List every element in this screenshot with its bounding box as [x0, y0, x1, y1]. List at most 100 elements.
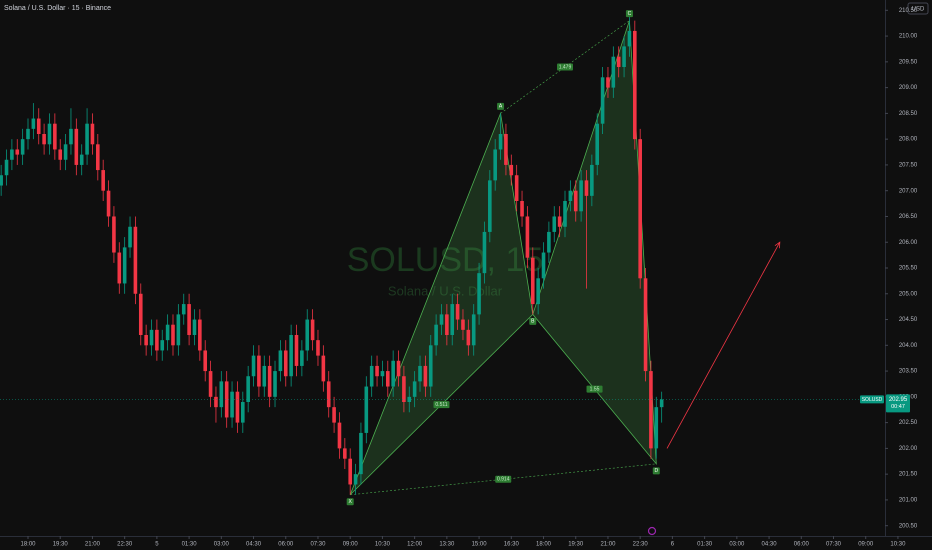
candle-body — [498, 134, 503, 150]
candle-body — [214, 396, 218, 408]
header: Solana / U.S. Dollar · 15 · Binance — [4, 5, 111, 12]
candle-body — [504, 134, 508, 165]
y-tick-label: 207.00 — [899, 188, 918, 194]
candle-body — [563, 201, 567, 227]
ratio-label: 0.511 — [435, 402, 447, 408]
candle-body — [584, 180, 589, 196]
y-tick-label: 209.50 — [899, 59, 918, 65]
x-tick-label: 06:00 — [278, 542, 294, 548]
x-tick-label: 18:00 — [20, 542, 36, 548]
watermark-name: Solana / U.S. Dollar — [388, 283, 503, 298]
symbol-tag-label: SOLUSD — [862, 397, 883, 403]
candle-body — [278, 350, 283, 372]
currency-label[interactable]: USD — [912, 7, 925, 13]
ratio-box — [433, 401, 450, 409]
y-tick-label: 201.50 — [899, 472, 918, 478]
candle-body — [53, 123, 57, 150]
ratio-label: 1.55 — [590, 386, 600, 392]
candle-body — [310, 319, 315, 341]
candle-body — [488, 180, 492, 232]
candle-body — [530, 257, 535, 305]
candle-body — [622, 46, 626, 67]
candle-body — [273, 371, 277, 397]
candle-body — [466, 329, 471, 346]
candle-body — [155, 329, 159, 351]
candle-body — [74, 128, 79, 165]
candle-body — [316, 340, 320, 356]
candle-body — [525, 216, 530, 258]
arrow-head — [774, 241, 781, 249]
candle-body — [122, 247, 127, 284]
pattern-point-label: C — [628, 11, 632, 17]
candle-body — [573, 190, 578, 212]
pattern-point — [529, 317, 537, 325]
candle-body — [187, 304, 191, 335]
candle-body — [423, 365, 428, 387]
candle-body — [541, 252, 546, 279]
candle-body — [385, 371, 390, 387]
candle-body — [300, 350, 304, 366]
candle-body — [337, 422, 342, 449]
candle-body — [101, 170, 105, 191]
candle-body — [649, 371, 653, 449]
pattern-point-label: B — [531, 319, 535, 325]
candle-body — [192, 319, 197, 335]
candle-body — [364, 386, 369, 433]
x-tick-label: 16:30 — [504, 542, 520, 548]
candle-body — [439, 314, 444, 325]
replay-icon[interactable] — [647, 526, 657, 536]
candle-body — [391, 360, 395, 387]
pattern-point-label: A — [499, 104, 503, 110]
x-tick-label: 07:30 — [310, 542, 326, 548]
y-tick-label: 206.50 — [899, 214, 918, 220]
candle-body — [289, 335, 293, 377]
candle-body — [627, 30, 632, 47]
ratio-box — [495, 475, 512, 483]
candle-body — [520, 201, 524, 217]
candle-body — [171, 324, 175, 346]
y-tick-label: 200.50 — [899, 523, 918, 529]
candle-body — [235, 391, 240, 423]
candle-body — [69, 128, 73, 145]
candle-body — [659, 399, 664, 408]
candle-body — [294, 335, 299, 366]
candle-body — [208, 371, 213, 397]
candle-body — [203, 350, 208, 372]
ratio-box — [557, 63, 573, 71]
candle-body — [552, 216, 557, 232]
candle-body — [198, 319, 202, 351]
candle-body — [606, 77, 610, 88]
candle-body — [257, 355, 261, 387]
candle-body — [611, 56, 616, 88]
x-tick-label: 07:30 — [826, 542, 842, 548]
x-tick-label: 03:00 — [729, 542, 745, 548]
watermark-symbol: SOLUSD, 15 — [347, 241, 544, 279]
x-tick-label: 6 — [671, 542, 675, 548]
x-tick-label: 21:00 — [600, 542, 616, 548]
candle-body — [450, 304, 455, 335]
candle-body — [396, 360, 401, 377]
candle-body — [251, 355, 256, 377]
x-tick-label: 19:30 — [53, 542, 69, 548]
candle-body — [536, 278, 540, 305]
candle-body — [654, 407, 659, 449]
currency-button[interactable] — [907, 2, 929, 15]
candle-body — [407, 396, 412, 402]
y-tick-label: 204.50 — [899, 317, 918, 323]
candle-body — [283, 350, 288, 377]
candle-body — [359, 432, 363, 475]
x-tick-label: 10:30 — [375, 542, 391, 548]
candle-body — [79, 154, 84, 165]
candle-body — [643, 278, 648, 372]
y-tick-label: 205.50 — [899, 266, 918, 272]
candle-body — [321, 355, 326, 382]
candle-body — [58, 149, 63, 160]
pattern-point-label: D — [654, 468, 658, 474]
y-tick-label: 205.00 — [899, 291, 918, 297]
candle-body — [471, 314, 476, 346]
candle-body — [267, 365, 272, 397]
x-tick-label: 04:30 — [762, 542, 778, 548]
candle-body — [375, 365, 379, 377]
candle-body — [482, 231, 487, 274]
